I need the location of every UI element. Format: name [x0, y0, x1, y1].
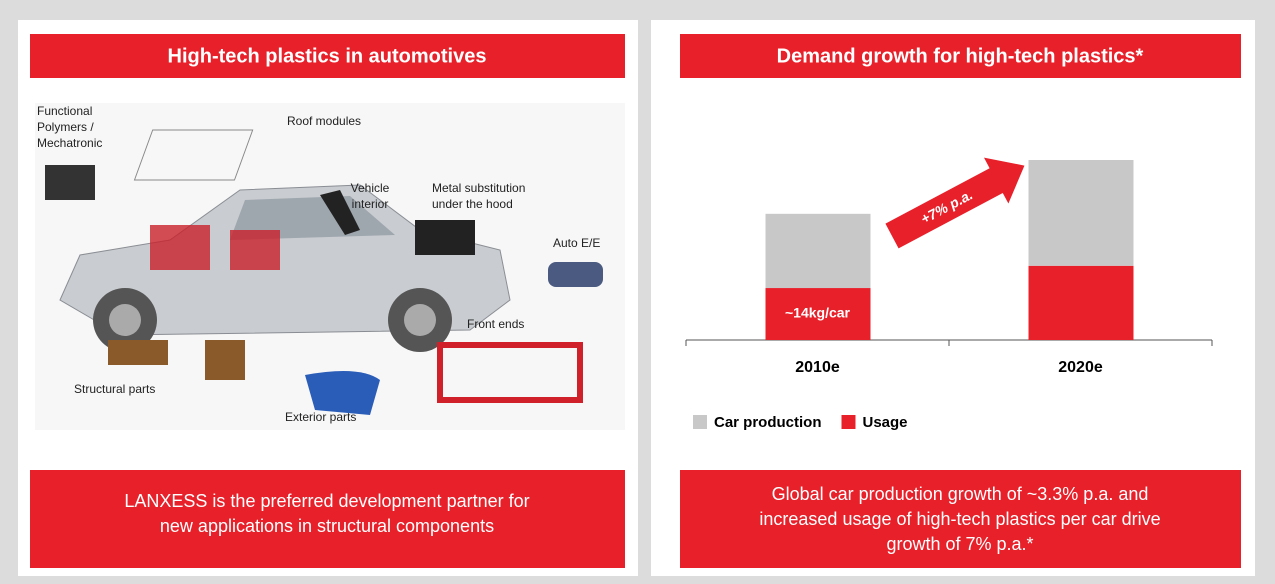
image-label: Vehicle — [351, 181, 390, 195]
bar-segment — [1029, 266, 1134, 340]
footer-text: new applications in structural component… — [160, 516, 494, 536]
image-label: Auto E/E — [553, 236, 600, 250]
footer-text: increased usage of high-tech plastics pe… — [759, 509, 1160, 529]
image-label: Mechatronic — [37, 136, 102, 150]
legend-swatch — [693, 415, 707, 429]
x-tick-label: 2010e — [795, 359, 840, 376]
page: High-tech plastics in automotives Demand… — [0, 0, 1275, 584]
left-title: High-tech plastics in automotives — [168, 45, 487, 67]
legend-swatch — [842, 415, 856, 429]
image-label: Front ends — [467, 317, 524, 331]
image-label: Metal substitution — [432, 181, 525, 195]
chart-title: Demand growth for high-tech plastics* — [777, 45, 1144, 67]
footer-text: LANXESS is the preferred development par… — [124, 491, 529, 511]
image-label: Polymers / — [37, 120, 94, 134]
footer-text: growth of 7% p.a.* — [886, 534, 1033, 554]
bar-segment — [766, 214, 871, 288]
slide: High-tech plastics in automotives Demand… — [0, 0, 1275, 584]
bar-segment — [1029, 160, 1134, 266]
image-label: under the hood — [432, 197, 513, 211]
data-label: ~14kg/car — [785, 305, 851, 321]
legend-label: Car production — [714, 414, 822, 431]
car-illustration — [35, 103, 625, 430]
x-tick-label: 2020e — [1058, 359, 1103, 376]
footer-text: Global car production growth of ~3.3% p.… — [772, 484, 1149, 504]
image-label: Structural parts — [74, 382, 155, 396]
image-label: Roof modules — [287, 114, 361, 128]
image-label: Functional — [37, 104, 92, 118]
legend-label: Usage — [863, 414, 908, 431]
image-label: interior — [352, 197, 389, 211]
image-label: Exterior parts — [285, 410, 356, 424]
